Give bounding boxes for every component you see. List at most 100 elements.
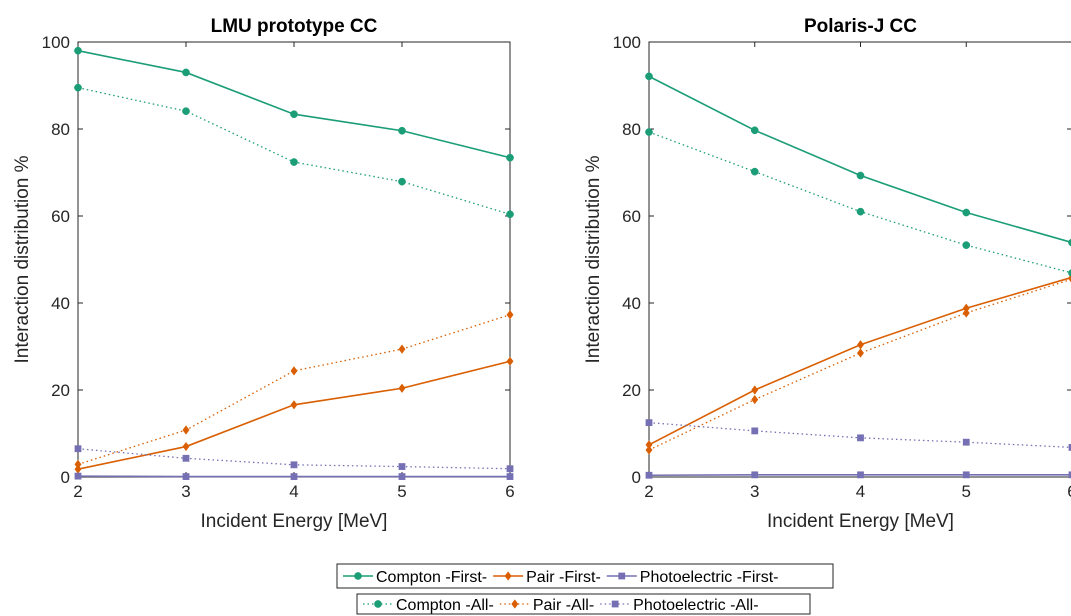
data-point-compton-first: [856, 171, 865, 180]
series-photoelectric-all: [645, 419, 1071, 451]
series-compton-all: [645, 128, 1071, 277]
data-point-pair-first: [398, 383, 406, 393]
legend-marker: [504, 571, 512, 581]
data-point-photoelectric-all: [182, 454, 190, 462]
legend-item-photoelectric-first: Photoelectric -First-: [606, 569, 778, 586]
legend-marker: [374, 600, 382, 608]
series-photoelectric-all: [74, 445, 514, 473]
data-point-compton-all: [750, 167, 759, 176]
data-point-pair-all: [751, 394, 759, 405]
data-point-photoelectric-all: [1068, 444, 1071, 451]
legend: Compton -First- Pair -First- Photoelectric…: [336, 563, 834, 615]
data-point-pair-first: [751, 385, 759, 395]
y-tick-label: 20: [51, 381, 70, 400]
series-line-compton-all: [648, 131, 1071, 274]
y-tick-label: 100: [613, 33, 641, 52]
series-pair-first: [74, 356, 514, 474]
legend-marker: [511, 599, 519, 609]
y-axis-label: Interaction distribution %: [12, 155, 33, 363]
data-point-compton-first: [645, 72, 653, 81]
data-point-photoelectric-all: [74, 445, 82, 453]
data-point-pair-first: [290, 400, 298, 410]
data-point-pair-all: [506, 310, 514, 320]
series-line-pair-first: [648, 276, 1071, 446]
data-point-pair-first: [857, 340, 864, 350]
data-point-photoelectric-first: [962, 471, 970, 479]
y-tick-label: 40: [622, 294, 641, 313]
legend-item-photoelectric-all: Photoelectric -All-: [600, 597, 759, 614]
data-point-pair-first: [182, 441, 190, 452]
legend-marker: [611, 600, 619, 608]
data-point-compton-first: [398, 126, 406, 135]
data-point-photoelectric-all: [751, 427, 759, 435]
data-point-pair-first: [962, 303, 970, 313]
data-point-pair-all: [398, 344, 406, 354]
data-point-photoelectric-first: [506, 473, 514, 480]
legend-item-compton-all: Compton -All-: [363, 597, 494, 614]
axes-box: [77, 41, 511, 478]
legend-marker: [354, 572, 362, 580]
data-point-photoelectric-all: [857, 434, 864, 442]
data-point-compton-all: [962, 241, 971, 249]
data-point-compton-all: [398, 177, 406, 186]
y-tick-label: 80: [51, 120, 70, 139]
data-point-photoelectric-all: [290, 461, 298, 469]
data-point-pair-all: [962, 308, 970, 318]
series-photoelectric-first: [74, 472, 514, 480]
data-point-compton-all: [645, 128, 653, 136]
legend-label: Compton -First-: [376, 569, 487, 586]
series-line-pair-all: [77, 314, 511, 466]
data-point-photoelectric-first: [74, 472, 82, 480]
legend-item-pair-first: Pair -First-: [493, 569, 601, 586]
data-point-photoelectric-all: [645, 419, 653, 427]
legend-box: [356, 593, 811, 615]
y-tick-label: 80: [622, 120, 641, 139]
legend-marker: [618, 572, 626, 580]
series-line-pair-first: [77, 360, 511, 470]
x-tick-label: 5: [962, 482, 971, 501]
y-tick-label: 60: [622, 207, 641, 226]
y-tick-label: 40: [51, 294, 70, 313]
y-tick-label: 60: [51, 207, 70, 226]
x-tick-label: 6: [505, 482, 514, 501]
data-point-photoelectric-first: [857, 471, 864, 479]
data-point-compton-first: [182, 68, 190, 77]
data-point-photoelectric-all: [962, 438, 970, 446]
data-point-pair-all: [182, 425, 190, 435]
data-point-photoelectric-first: [398, 473, 406, 480]
series-line-compton-first: [648, 75, 1071, 244]
data-point-compton-first: [962, 208, 971, 217]
legend-item-compton-first: Compton -First-: [343, 569, 487, 586]
legend-item-pair-all: Pair -All-: [499, 597, 594, 614]
y-tick-label: 100: [42, 33, 70, 52]
data-point-compton-all: [74, 83, 82, 92]
series-pair-all: [74, 310, 514, 469]
series-pair-first: [645, 274, 1071, 450]
x-tick-label: 4: [856, 482, 865, 501]
series-compton-all: [74, 83, 514, 219]
data-point-pair-all: [645, 445, 653, 455]
series-line-compton-all: [77, 87, 511, 215]
x-tick-label: 4: [289, 482, 298, 501]
data-point-photoelectric-first: [290, 473, 298, 480]
legend-label: Pair -First-: [526, 569, 601, 586]
x-tick-label: 2: [73, 482, 82, 501]
data-point-pair-all: [1068, 275, 1071, 283]
data-point-compton-first: [750, 126, 759, 135]
data-point-photoelectric-all: [398, 463, 406, 470]
data-point-photoelectric-all: [506, 465, 514, 473]
data-point-compton-first: [1068, 238, 1071, 247]
x-tick-label: 3: [750, 482, 759, 501]
y-tick-label: 0: [632, 468, 641, 487]
y-axis-label: Interaction distribution %: [583, 155, 604, 363]
data-point-photoelectric-first: [182, 473, 190, 480]
y-tick-label: 20: [622, 381, 641, 400]
legend-label: Photoelectric -All-: [633, 597, 758, 614]
data-point-compton-first: [74, 46, 82, 55]
x-axis-label: Incident Energy [MeV]: [767, 511, 954, 532]
data-point-compton-all: [182, 107, 190, 116]
y-tick-label: 0: [61, 468, 70, 487]
chart-title: Polaris-J CC: [804, 16, 917, 37]
